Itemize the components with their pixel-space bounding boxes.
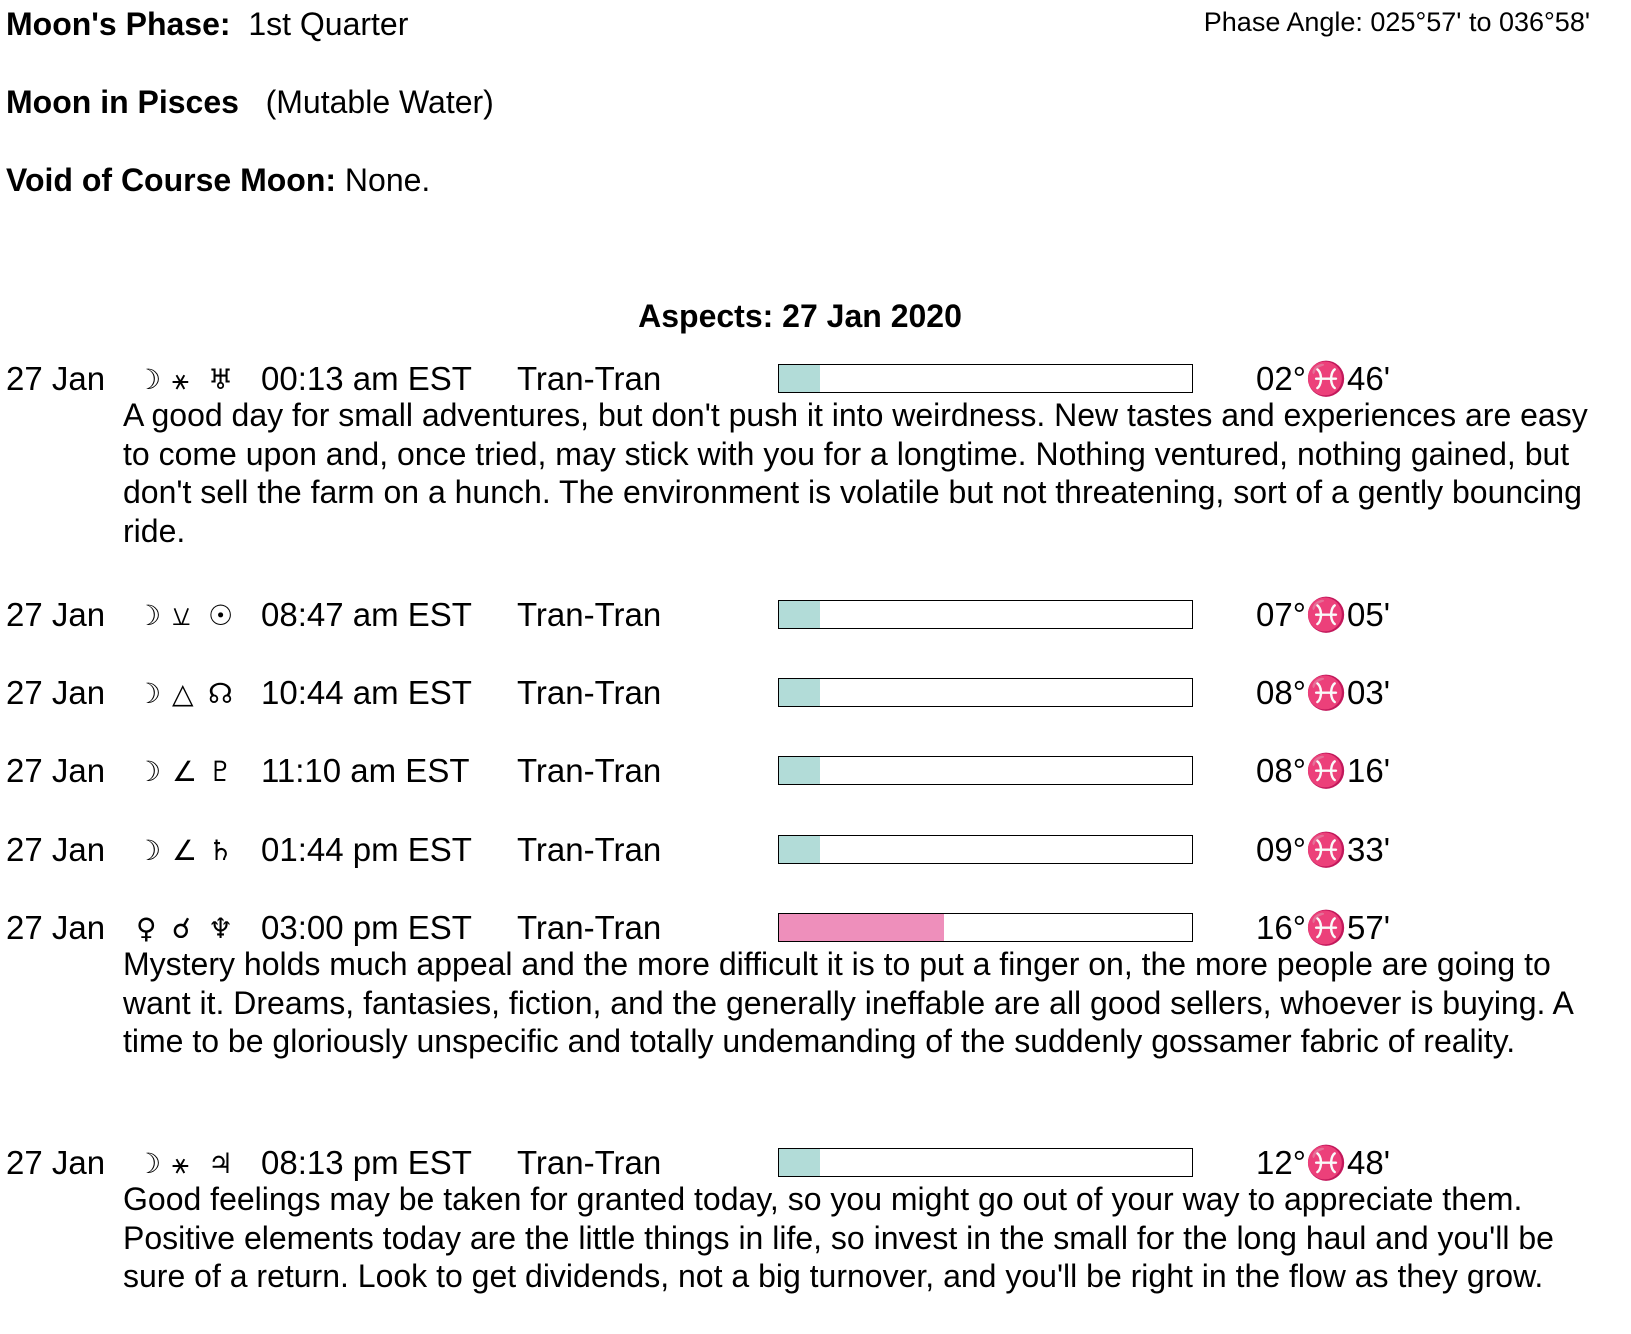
aspect-type: Tran-Tran — [517, 752, 662, 789]
planet-1-icon: ♀ — [136, 912, 157, 945]
aspects-title: Aspects: 27 Jan 2020 — [638, 298, 962, 334]
aspect-icon: △ — [172, 677, 194, 710]
aspect-row: 27 Jan ♀ ☌ ♆ 03:00 pm EST Tran-Tran 16°♓57' — [0, 909, 1631, 949]
aspect-time: 11:10 am EST — [261, 752, 470, 789]
strength-bar — [778, 678, 1193, 707]
planet-2-icon: ♄ — [208, 834, 234, 867]
planet-2-icon: ♃ — [208, 1147, 234, 1180]
aspect-position: 07°♓05' — [1256, 596, 1390, 633]
moon-sign-label: Moon in Pisces — [6, 84, 239, 120]
aspect-time: 08:47 am EST — [261, 596, 472, 633]
aspect-type: Tran-Tran — [517, 596, 662, 633]
aspect-row: 27 Jan ☽ ⚹ ♃ 08:13 pm EST Tran-Tran 12°♓48' — [0, 1144, 1631, 1184]
strength-bar-fill — [779, 365, 821, 392]
aspect-icon: ⚹ — [172, 363, 189, 396]
aspect-description: A good day for small adventures, but don… — [123, 397, 1588, 550]
aspect-date: 27 Jan — [6, 360, 106, 397]
void-label: Void of Course Moon: — [6, 162, 337, 198]
aspect-icon: ∠ — [172, 755, 198, 788]
aspect-row: 27 Jan ☽ ⚺ ☉ 08:47 am EST Tran-Tran 07°♓05' — [0, 596, 1631, 636]
strength-bar-fill — [779, 836, 821, 863]
aspect-icon: ☌ — [172, 912, 191, 945]
strength-bar — [778, 600, 1193, 629]
phase-angle: Phase Angle: 025°57' to 036°58' — [1203, 7, 1590, 37]
aspect-row: 27 Jan ☽ △ ☊ 10:44 am EST Tran-Tran 08°♓03' — [0, 674, 1631, 714]
aspect-type: Tran-Tran — [517, 674, 662, 711]
aspect-type: Tran-Tran — [517, 1144, 662, 1181]
moon-phase: Moon's Phase: 1st Quarter — [6, 6, 408, 43]
planet-2-icon: ☊ — [208, 677, 233, 710]
aspect-time: 03:00 pm EST — [261, 909, 472, 946]
planet-1-icon: ☽ — [136, 599, 162, 632]
strength-bar-fill — [779, 1149, 821, 1176]
aspect-date: 27 Jan — [6, 909, 106, 946]
strength-bar — [778, 835, 1193, 864]
aspect-type: Tran-Tran — [517, 360, 662, 397]
aspect-date: 27 Jan — [6, 596, 106, 633]
aspect-position: 08°♓03' — [1256, 674, 1390, 711]
moon-sign-value: (Mutable Water) — [265, 84, 494, 120]
aspect-type: Tran-Tran — [517, 909, 662, 946]
aspect-icon: ∠ — [172, 834, 198, 867]
aspect-date: 27 Jan — [6, 752, 106, 789]
moon-phase-value: 1st Quarter — [248, 6, 409, 42]
planet-2-icon: ☉ — [208, 599, 234, 632]
planet-2-icon: ♅ — [208, 363, 234, 396]
strength-bar-fill — [779, 601, 821, 628]
moon-sign: Moon in Pisces (Mutable Water) — [6, 84, 494, 121]
aspect-time: 01:44 pm EST — [261, 831, 472, 868]
aspect-icon: ⚹ — [172, 1147, 189, 1180]
planet-2-icon: ♇ — [208, 755, 234, 788]
aspect-row: 27 Jan ☽ ∠ ♄ 01:44 pm EST Tran-Tran 09°♓33' — [0, 831, 1631, 871]
aspect-row: 27 Jan ☽ ∠ ♇ 11:10 am EST Tran-Tran 08°♓16' — [0, 752, 1631, 792]
strength-bar-fill — [779, 914, 945, 941]
aspect-time: 10:44 am EST — [261, 674, 472, 711]
aspect-position: 08°♓16' — [1256, 752, 1390, 789]
planet-2-icon: ♆ — [208, 912, 234, 945]
aspect-date: 27 Jan — [6, 1144, 106, 1181]
aspect-type: Tran-Tran — [517, 831, 662, 868]
aspect-position: 16°♓57' — [1256, 909, 1390, 946]
aspect-date: 27 Jan — [6, 674, 106, 711]
aspect-position: 09°♓33' — [1256, 831, 1390, 868]
aspect-time: 08:13 pm EST — [261, 1144, 472, 1181]
aspect-row: 27 Jan ☽ ⚹ ♅ 00:13 am EST Tran-Tran 02°♓46' — [0, 360, 1631, 400]
aspect-position: 12°♓48' — [1256, 1144, 1390, 1181]
planet-1-icon: ☽ — [136, 363, 162, 396]
aspect-position: 02°♓46' — [1256, 360, 1390, 397]
void-of-course: Void of Course Moon: None. — [6, 162, 430, 199]
planet-1-icon: ☽ — [136, 677, 162, 710]
strength-bar-fill — [779, 757, 821, 784]
strength-bar — [778, 913, 1193, 942]
strength-bar-fill — [779, 679, 821, 706]
aspect-description: Mystery holds much appeal and the more d… — [123, 946, 1573, 1060]
planet-1-icon: ☽ — [136, 755, 162, 788]
strength-bar — [778, 1148, 1193, 1177]
strength-bar — [778, 756, 1193, 785]
aspect-date: 27 Jan — [6, 831, 106, 868]
aspect-icon: ⚺ — [172, 599, 191, 632]
aspect-description: Good feelings may be taken for granted t… — [123, 1181, 1554, 1295]
strength-bar — [778, 364, 1193, 393]
moon-phase-label: Moon's Phase: — [6, 6, 231, 42]
void-value: None. — [344, 162, 431, 198]
planet-1-icon: ☽ — [136, 1147, 162, 1180]
planet-1-icon: ☽ — [136, 834, 162, 867]
aspect-time: 00:13 am EST — [261, 360, 472, 397]
